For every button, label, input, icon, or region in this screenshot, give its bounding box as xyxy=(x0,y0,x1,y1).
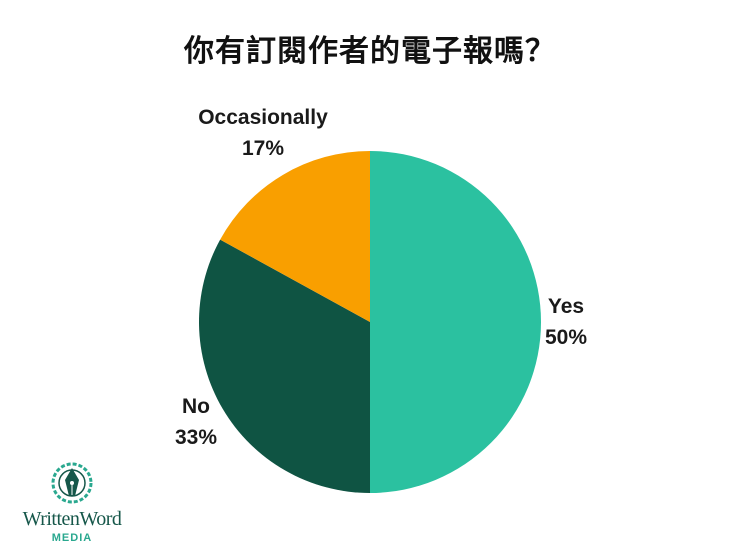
logo-media: MEDIA xyxy=(51,532,93,544)
pie-slice-yes xyxy=(370,151,541,493)
slice-label-occasionally: Occasionally xyxy=(198,106,328,129)
slice-percent-yes: 50% xyxy=(545,326,587,349)
pie-slice-occasionally xyxy=(220,151,370,322)
slice-percent-occasionally: 17% xyxy=(242,137,284,160)
slice-label-yes: Yes xyxy=(548,295,584,318)
slice-label-no: No xyxy=(182,395,210,418)
slice-percent-no: 33% xyxy=(175,426,217,449)
logo-wordmark: WrittenWord xyxy=(22,508,122,530)
writtenword-logo: WrittenWord MEDIA xyxy=(12,458,132,548)
pie-slice-no xyxy=(198,239,370,493)
pen-nib-icon xyxy=(51,462,93,504)
chart-title: 你有訂閱作者的電子報嗎？ xyxy=(184,34,556,69)
